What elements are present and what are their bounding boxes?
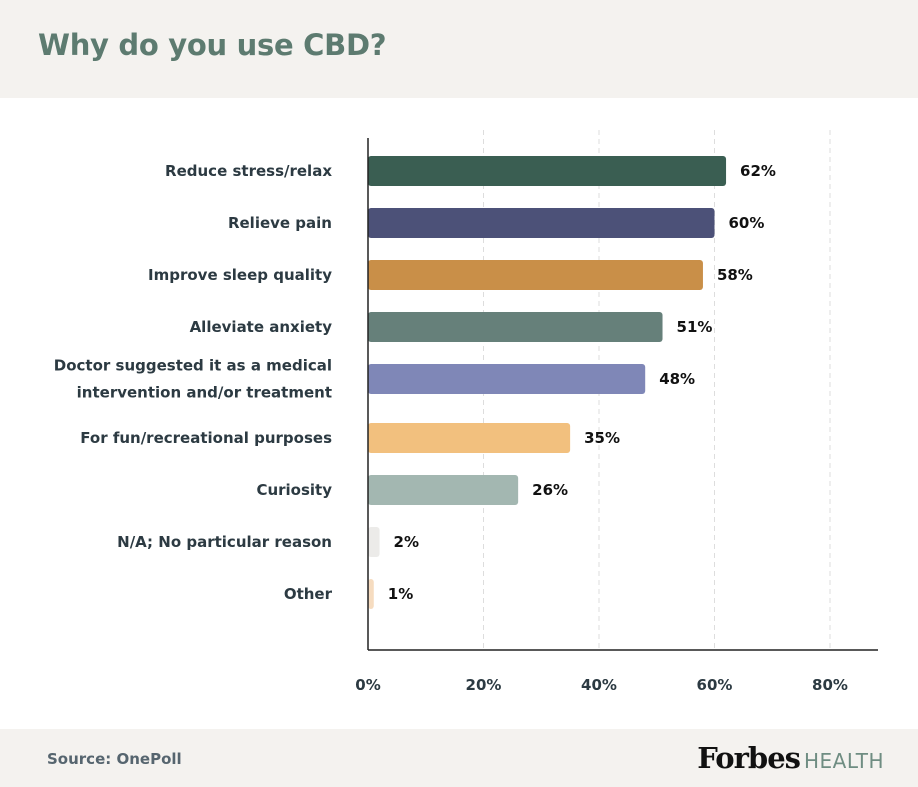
chart-footer: Source: OnePoll Forbes HEALTH (0, 729, 918, 787)
category-label: Other (284, 585, 333, 603)
grid-lines (483, 130, 831, 650)
source-note: Source: OnePoll (47, 750, 182, 768)
x-tick-label: 80% (812, 676, 848, 694)
category-label: N/A; No particular reason (117, 533, 332, 551)
bar (368, 156, 727, 186)
category-label: Doctor suggested it as a medical interven… (54, 357, 332, 402)
bar (368, 579, 374, 609)
bars (368, 156, 727, 609)
value-label: 58% (717, 266, 753, 284)
bar (368, 527, 380, 557)
bar (368, 260, 703, 290)
x-tick-label: 0% (355, 676, 380, 694)
category-label: Alleviate anxiety (190, 318, 333, 336)
value-label: 26% (532, 481, 568, 499)
category-label: Improve sleep quality (148, 266, 332, 284)
bar-chart: 0% 20% 40% 60% 80% 62% Reduce stress/relax 60% R… (54, 130, 878, 694)
category-label: Relieve pain (228, 214, 332, 232)
value-label: 35% (584, 429, 620, 447)
chart-header: Why do you use CBD? (0, 0, 918, 98)
forbes-health-logo: Forbes HEALTH (697, 741, 884, 775)
axes (367, 138, 878, 651)
value-label: 48% (659, 370, 695, 388)
category-label: Curiosity (256, 481, 332, 499)
bar (368, 423, 571, 453)
value-label: 2% (394, 533, 419, 551)
category-label: Reduce stress/relax (165, 162, 332, 180)
chart-title: Why do you use CBD? (38, 28, 387, 62)
x-tick-label: 60% (697, 676, 733, 694)
labels: 0% 20% 40% 60% 80% 62% Reduce stress/relax 60% R… (54, 162, 848, 694)
x-tick-label: 20% (466, 676, 502, 694)
category-label: For fun/recreational purposes (80, 429, 332, 447)
bar (368, 208, 715, 238)
bar (368, 312, 663, 342)
brand-forbes: Forbes (697, 741, 801, 775)
x-tick-label: 40% (581, 676, 617, 694)
value-label: 51% (677, 318, 713, 336)
value-label: 62% (740, 162, 776, 180)
value-label: 1% (388, 585, 413, 603)
bar (368, 364, 646, 394)
bar (368, 475, 519, 505)
value-label: 60% (729, 214, 765, 232)
brand-health: HEALTH (803, 749, 884, 773)
